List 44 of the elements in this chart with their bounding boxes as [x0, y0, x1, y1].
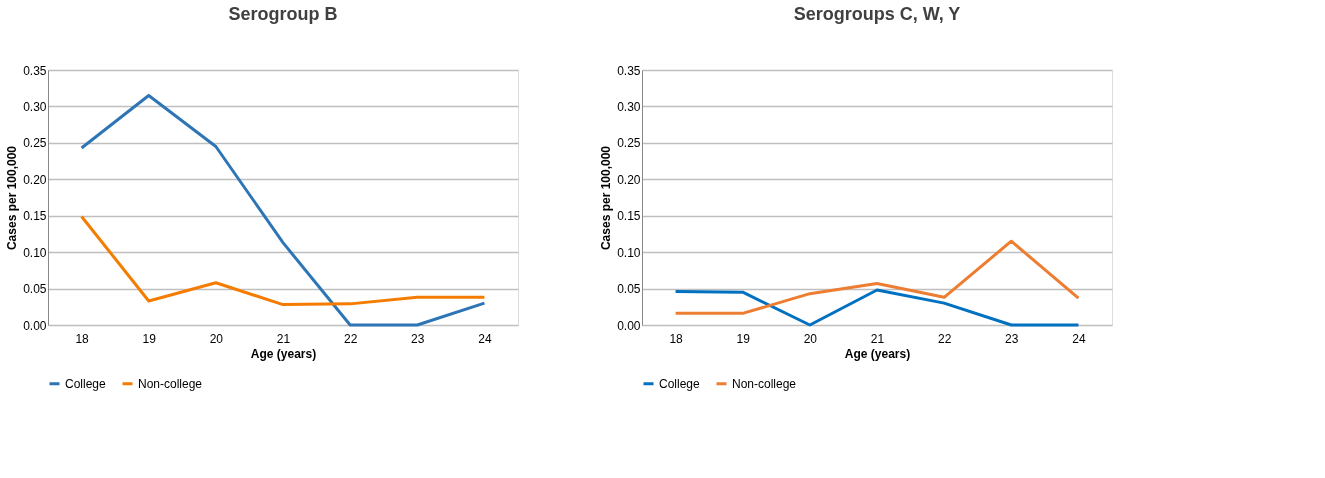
x-tick-label: 22 — [937, 331, 952, 346]
line-series — [674, 288, 1080, 327]
y-tick-label: 0.10 — [617, 245, 641, 260]
y-tick-label: 0.00 — [617, 318, 641, 333]
x-tick-label: 20 — [209, 331, 224, 346]
y-tick-label: 0.30 — [617, 99, 641, 114]
x-axis-title: Age (years) — [250, 346, 317, 361]
x-tick-label: 24 — [478, 331, 492, 346]
x-tick-label: 21 — [870, 331, 885, 346]
chart-title: Serogroup B — [228, 4, 338, 24]
y-tick-label: 0.20 — [23, 172, 47, 187]
y-tick-label: 0.05 — [617, 282, 641, 297]
x-tick-label: 23 — [1005, 331, 1019, 346]
x-axis-title: Age (years) — [844, 346, 911, 361]
x-tick-label: 21 — [276, 331, 291, 346]
legend-label: College — [65, 376, 107, 391]
y-tick-label: 0.35 — [617, 63, 641, 78]
y-tick-label: 0.25 — [617, 136, 641, 151]
y-axis-title: Cases per 100,000 — [599, 145, 614, 251]
y-axis-title: Cases per 100,000 — [5, 145, 20, 251]
x-tick-label: 22 — [343, 331, 358, 346]
y-tick-label: 0.15 — [23, 209, 47, 224]
legend-label: College — [659, 376, 701, 391]
x-tick-label: 19 — [736, 331, 751, 346]
x-tick-label: 18 — [669, 331, 684, 346]
x-tick-label: 24 — [1072, 331, 1086, 346]
y-tick-label: 0.10 — [23, 245, 47, 260]
y-tick-label: 0.35 — [23, 63, 47, 78]
y-tick-label: 0.05 — [23, 282, 47, 297]
legend-label: Non-college — [138, 376, 203, 391]
line-series — [80, 94, 486, 327]
x-tick-label: 18 — [75, 331, 90, 346]
line-series — [80, 214, 486, 307]
legend-label: Non-college — [732, 376, 797, 391]
x-tick-label: 23 — [411, 331, 425, 346]
y-tick-label: 0.00 — [23, 318, 47, 333]
y-tick-label: 0.15 — [617, 209, 641, 224]
x-tick-label: 20 — [803, 331, 818, 346]
chart-title: Serogroups C, W, Y — [793, 4, 961, 24]
y-tick-label: 0.30 — [23, 99, 47, 114]
x-tick-label: 19 — [142, 331, 157, 346]
y-tick-label: 0.20 — [617, 172, 641, 187]
y-tick-label: 0.25 — [23, 136, 47, 151]
line-series — [674, 239, 1080, 315]
